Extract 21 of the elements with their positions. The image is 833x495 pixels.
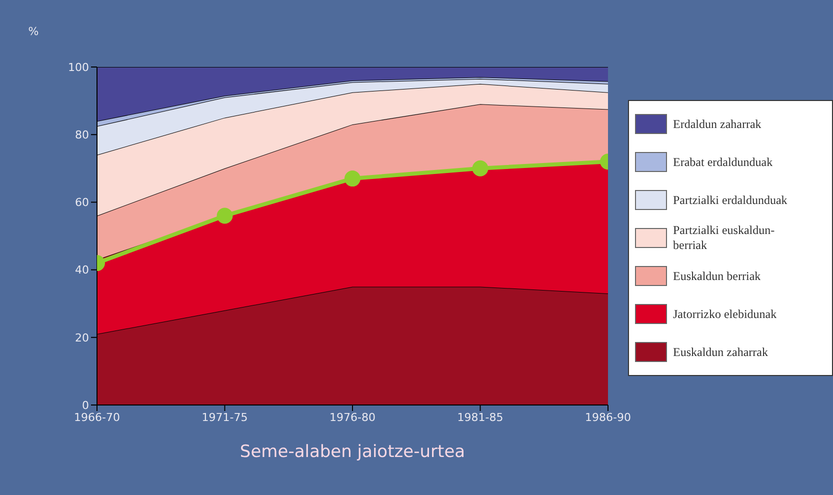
legend-label: Erdaldun zaharrak [673, 116, 762, 132]
x-tick-label: 1981-85 [457, 410, 504, 424]
x-tick-label: 1971-75 [202, 410, 248, 424]
y-tick-label: 0 [82, 398, 89, 412]
x-axis-title: Seme-alaben jaiotze-urtea [240, 442, 466, 462]
legend-label: Partzialki erdaldunduak [673, 192, 788, 208]
point [344, 170, 360, 187]
y-tick-label: 20 [75, 331, 89, 344]
x-tick-label: 1986-90 [585, 410, 631, 424]
y-tick-label: 60 [75, 196, 89, 210]
y-tick-label: 80 [75, 128, 89, 142]
y-tick-label: 40 [75, 264, 89, 277]
legend-label: Partzialki euskaldun-berriak [673, 223, 776, 253]
legend-label: Erabat erdaldunduak [673, 154, 774, 170]
legend-label: Euskaldun berriak [673, 268, 762, 284]
x-tick-label: 1976-80 [330, 410, 376, 424]
y-axis-title: % [28, 25, 39, 38]
y-tick-label: 100 [68, 60, 89, 74]
text: Euskaldun zaharrak [673, 344, 769, 360]
legend-label: Jatorrizko elebidunak [673, 306, 778, 322]
x-tick-label: 1966-70 [74, 410, 120, 424]
